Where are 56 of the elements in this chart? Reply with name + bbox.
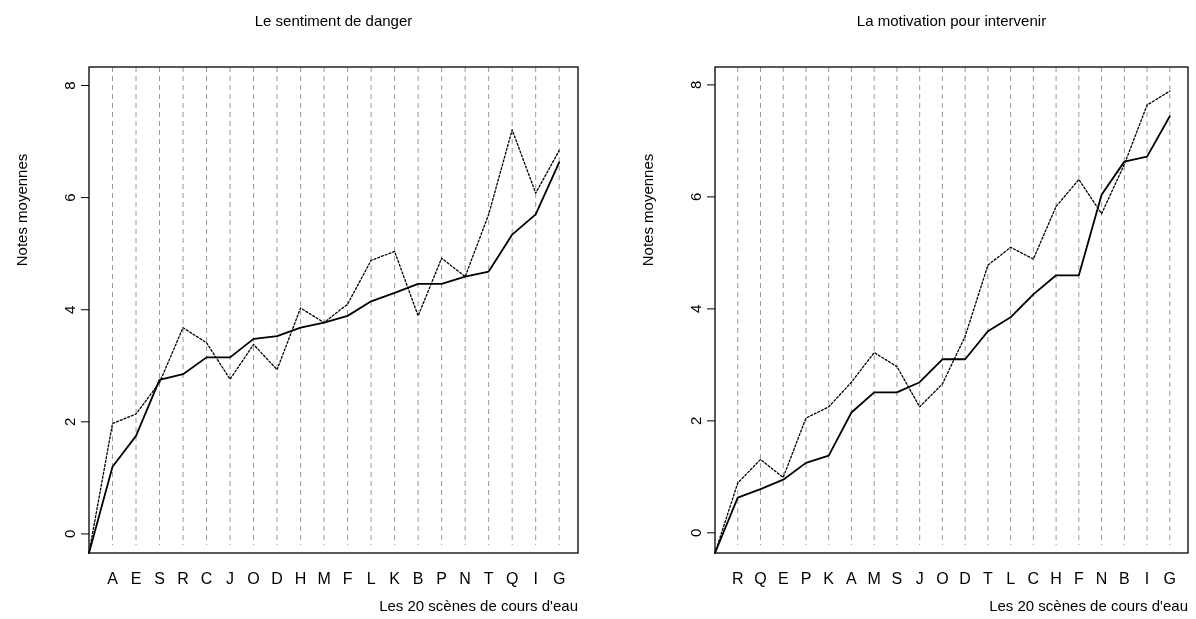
x-tick-label: E: [130, 570, 142, 587]
x-tick-label: M: [867, 570, 881, 587]
x-tick-label: K: [389, 570, 401, 587]
x-tick-label: J: [915, 570, 924, 587]
x-tick-label: G: [552, 570, 566, 587]
x-tick-label: G: [1163, 570, 1177, 587]
x-tick-label: L: [366, 570, 376, 587]
y-tick-label: 6: [687, 192, 704, 202]
x-axis-title: Les 20 scènes de cours d'eau: [989, 597, 1188, 614]
x-tick-label: A: [107, 570, 119, 587]
x-tick-label: Q: [754, 570, 767, 587]
x-tick-label: E: [777, 570, 789, 587]
x-tick-label: C: [1027, 570, 1040, 587]
y-axis-title: Notes moyennes: [639, 153, 656, 267]
y-tick-label: 4: [687, 304, 704, 314]
x-tick-label: T: [982, 570, 993, 587]
x-tick-label: B: [1118, 570, 1130, 587]
x-tick-label: B: [412, 570, 424, 587]
x-tick-label: S: [891, 570, 903, 587]
x-tick-label: H: [294, 570, 307, 587]
x-tick-label: J: [226, 570, 235, 587]
x-tick-label: N: [1095, 570, 1108, 587]
chart-title: Le sentiment de danger: [254, 12, 413, 29]
x-tick-label: O: [247, 570, 260, 587]
x-tick-label: K: [823, 570, 835, 587]
x-tick-label: F: [1073, 570, 1084, 587]
x-tick-label: M: [317, 570, 331, 587]
y-tick-label: 8: [687, 80, 704, 90]
y-tick-label: 2: [687, 416, 704, 426]
x-tick-label: C: [200, 570, 213, 587]
x-tick-label: A: [846, 570, 858, 587]
x-tick-label: O: [936, 570, 949, 587]
x-tick-label: R: [177, 570, 189, 587]
x-tick-label: L: [1006, 570, 1016, 587]
x-tick-label: I: [1144, 570, 1150, 587]
y-tick-label: 2: [61, 417, 78, 426]
x-tick-label: S: [154, 570, 165, 587]
x-tick-label: H: [1050, 570, 1062, 587]
y-axis-title: Notes moyennes: [13, 153, 30, 267]
x-axis-title: Les 20 scènes de cours d'eau: [379, 597, 578, 614]
x-tick-label: T: [483, 570, 494, 587]
y-tick-label: 4: [61, 305, 78, 314]
x-tick-label: F: [342, 570, 353, 587]
x-tick-label: I: [533, 570, 538, 587]
x-tick-label: P: [436, 570, 447, 587]
y-tick-label: 0: [687, 528, 704, 538]
x-tick-label: P: [800, 570, 812, 587]
y-tick-label: 0: [61, 529, 78, 539]
x-tick-label: N: [459, 570, 471, 587]
x-tick-label: D: [271, 570, 283, 587]
y-tick-label: 8: [61, 81, 78, 90]
chart-title: La motivation pour intervenir: [856, 12, 1047, 29]
x-tick-label: Q: [505, 570, 519, 587]
x-tick-label: R: [731, 570, 744, 587]
x-tick-label: D: [959, 570, 971, 587]
y-tick-label: 6: [61, 193, 78, 202]
